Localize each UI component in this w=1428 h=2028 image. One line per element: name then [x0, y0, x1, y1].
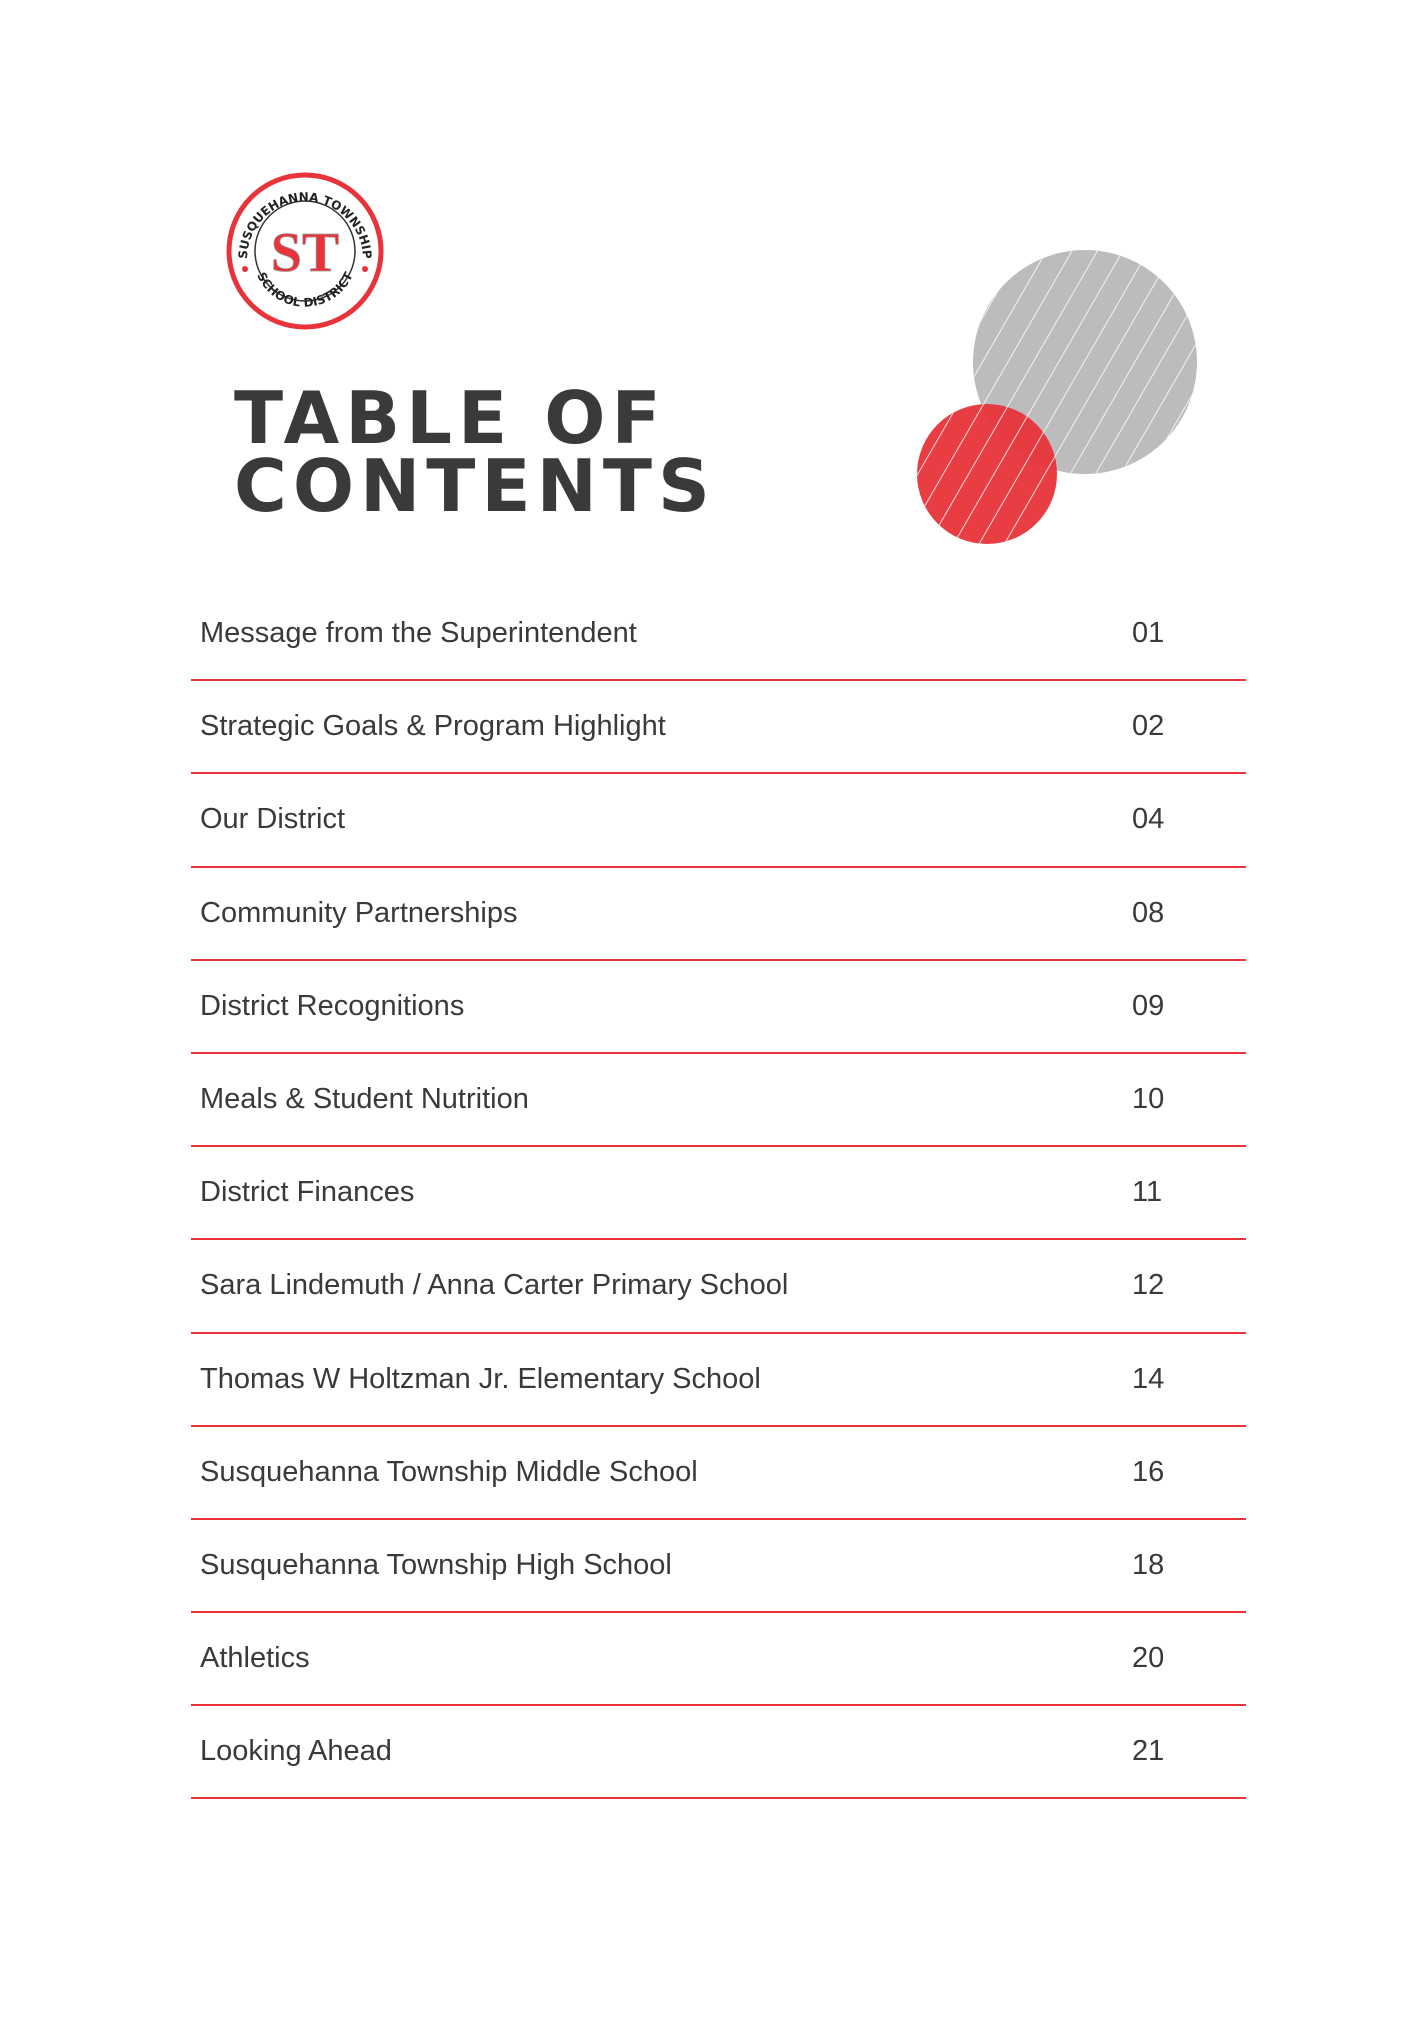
- toc-entry-page: 09: [1132, 989, 1165, 1022]
- toc-entry-label: Message from the Superintendent: [200, 617, 637, 650]
- toc-entry-label: Community Partnerships: [200, 896, 518, 929]
- toc-entry-label: Athletics: [200, 1642, 310, 1675]
- svg-text:ST: ST: [271, 222, 340, 284]
- toc-entry-page: 12: [1132, 1269, 1165, 1302]
- title-line-1: TABLE OF: [234, 376, 667, 460]
- toc-entry-page: 02: [1132, 710, 1165, 743]
- toc-entry[interactable]: Community Partnerships 08: [191, 868, 1246, 961]
- toc-entry-label: Looking Ahead: [200, 1735, 392, 1768]
- toc-entry[interactable]: Susquehanna Township Middle School 16: [191, 1427, 1246, 1520]
- toc-entry-label: District Finances: [200, 1176, 415, 1209]
- toc-entry-page: 18: [1132, 1548, 1165, 1581]
- toc-entry[interactable]: District Recognitions 09: [191, 961, 1246, 1054]
- toc-entry-label: Susquehanna Township High School: [200, 1548, 672, 1581]
- toc-entry-page: 08: [1132, 896, 1165, 929]
- toc-entry-page: 01: [1132, 617, 1165, 650]
- toc-entry-label: District Recognitions: [200, 989, 465, 1022]
- toc-entry[interactable]: Our District 04: [191, 774, 1246, 868]
- decorative-circles: [917, 250, 1197, 544]
- title-line-2: CONTENTS: [234, 444, 716, 528]
- toc-entry-page: 21: [1132, 1735, 1165, 1768]
- toc-entry-page: 20: [1132, 1642, 1165, 1675]
- toc-entry-label: Strategic Goals & Program Highlight: [200, 710, 666, 743]
- table-of-contents: Message from the Superintendent 01 Strateg…: [191, 588, 1246, 1800]
- toc-entry-label: Sara Lindemuth / Anna Carter Primary Sch…: [200, 1269, 789, 1302]
- toc-entry[interactable]: Athletics 20: [191, 1613, 1246, 1707]
- toc-entry[interactable]: Sara Lindemuth / Anna Carter Primary Sch…: [191, 1240, 1246, 1334]
- toc-entry[interactable]: Thomas W Holtzman Jr. Elementary School 1…: [191, 1334, 1246, 1427]
- page-title: TABLE OF CONTENTS: [234, 382, 716, 522]
- toc-entry[interactable]: Susquehanna Township High School 18: [191, 1520, 1246, 1614]
- toc-entry-page: 16: [1132, 1455, 1165, 1488]
- toc-entry-page: 10: [1132, 1083, 1165, 1116]
- toc-entry[interactable]: Message from the Superintendent 01: [191, 588, 1246, 682]
- toc-entry-label: Our District: [200, 803, 345, 836]
- toc-entry-page: 14: [1132, 1362, 1165, 1395]
- toc-entry-page: 04: [1132, 803, 1165, 836]
- district-logo: SUSQUEHANNA TOWNSHIP SCHOOL DISTRICT ST: [226, 172, 384, 330]
- toc-entry[interactable]: Looking Ahead 21: [191, 1706, 1246, 1800]
- toc-entry[interactable]: District Finances 11: [191, 1147, 1246, 1241]
- toc-entry-label: Thomas W Holtzman Jr. Elementary School: [200, 1362, 761, 1395]
- toc-entry-label: Meals & Student Nutrition: [200, 1083, 529, 1116]
- toc-entry-label: Susquehanna Township Middle School: [200, 1455, 698, 1488]
- toc-entry[interactable]: Strategic Goals & Program Highlight 02: [191, 681, 1246, 775]
- red-circle: [917, 404, 1057, 544]
- toc-entry[interactable]: Meals & Student Nutrition 10: [191, 1054, 1246, 1148]
- toc-entry-page: 11: [1132, 1176, 1163, 1209]
